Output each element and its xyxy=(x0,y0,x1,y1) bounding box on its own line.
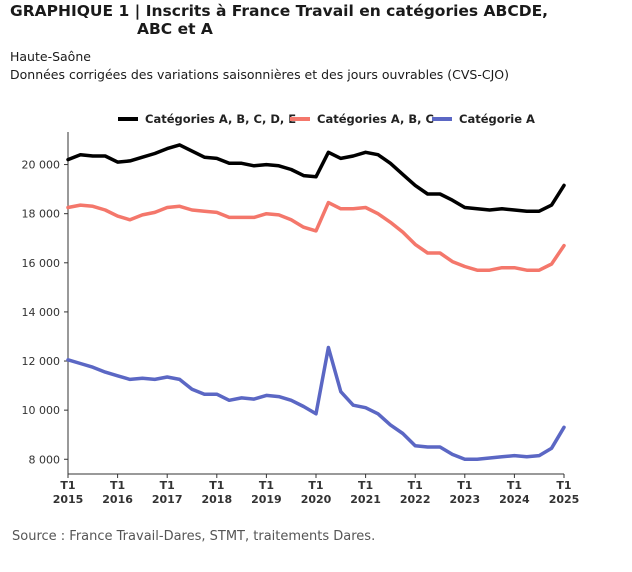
y-tick-label: 16 000 xyxy=(22,257,61,270)
y-tick-label: 12 000 xyxy=(22,355,61,368)
line-chart: Catégories A, B, C, D, E Catégories A, B,… xyxy=(22,112,580,506)
chart-legend: Catégories A, B, C, D, E Catégories A, B,… xyxy=(118,112,535,126)
y-tick-label: 14 000 xyxy=(22,306,61,319)
y-tick-label: 10 000 xyxy=(22,404,61,417)
x-tick-label-quarter: T1 xyxy=(110,479,125,492)
x-tick-label-quarter: T1 xyxy=(209,479,224,492)
y-tick-label: 20 000 xyxy=(22,159,61,172)
region-label: Haute-Saône xyxy=(10,49,91,64)
x-tick-label-quarter: T1 xyxy=(507,479,522,492)
x-tick-label-quarter: T1 xyxy=(358,479,373,492)
series-lines xyxy=(66,143,566,462)
x-tick-label-year: 2016 xyxy=(102,493,133,506)
chart-meta: Haute-Saône Données corrigées des variat… xyxy=(10,48,509,84)
y-tick-label: 8 000 xyxy=(29,453,61,466)
legend-label-2: Catégories A, B, C xyxy=(317,112,434,126)
x-tick-label-year: 2019 xyxy=(251,493,282,506)
x-tick-label-quarter: T1 xyxy=(60,479,75,492)
source-note: Source : France Travail-Dares, STMT, tra… xyxy=(12,529,376,544)
x-tick-label-year: 2025 xyxy=(549,493,580,506)
x-tick-label-quarter: T1 xyxy=(556,479,571,492)
x-tick-label-year: 2015 xyxy=(53,493,84,506)
x-tick-label-quarter: T1 xyxy=(408,479,423,492)
x-tick-label-year: 2020 xyxy=(301,493,332,506)
title-line-2: ABC et A xyxy=(137,20,213,38)
x-tick-label-year: 2021 xyxy=(350,493,381,506)
x-tick-label-quarter: T1 xyxy=(308,479,323,492)
x-tick-label-quarter: T1 xyxy=(259,479,274,492)
x-tick-label-year: 2017 xyxy=(152,493,183,506)
chart-subtitle: Données corrigées des variations saisonn… xyxy=(10,67,509,82)
title-line-1: GRAPHIQUE 1 | Inscrits à France Travail … xyxy=(10,2,549,20)
x-tick-label-year: 2023 xyxy=(449,493,480,506)
x-tick-label-year: 2024 xyxy=(499,493,530,506)
chart-title: GRAPHIQUE 1 | Inscrits à France Travail … xyxy=(10,2,548,38)
series-line-1 xyxy=(66,143,566,213)
x-tick-label-year: 2018 xyxy=(201,493,232,506)
series-line-2 xyxy=(66,200,566,272)
series-line-3 xyxy=(66,345,566,462)
x-tick-label-quarter: T1 xyxy=(160,479,175,492)
y-axis: 8 000 10 000 12 000 14 000 16 000 18 000 20 00… xyxy=(22,132,69,474)
x-tick-label-year: 2022 xyxy=(400,493,431,506)
legend-label-1: Catégories A, B, C, D, E xyxy=(145,112,296,126)
y-tick-label: 18 000 xyxy=(22,208,61,221)
x-axis: T12015T12016T12017T12018T12019T12020T120… xyxy=(53,473,580,506)
legend-label-3: Catégorie A xyxy=(459,112,535,126)
x-tick-label-quarter: T1 xyxy=(457,479,472,492)
